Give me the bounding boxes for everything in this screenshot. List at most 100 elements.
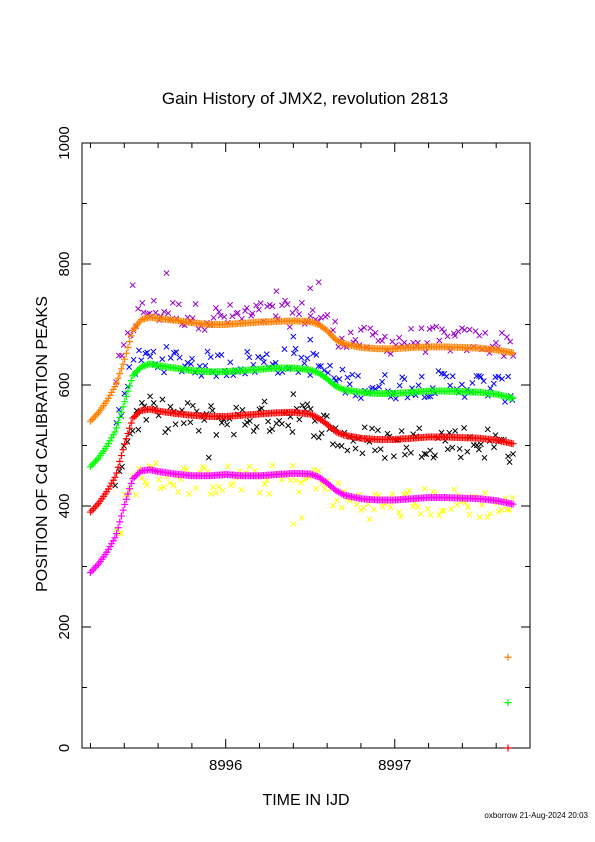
fit-point <box>116 413 124 421</box>
scatter-point <box>361 424 368 431</box>
scatter-point <box>178 476 185 483</box>
scatter-point <box>138 357 145 364</box>
fit-point <box>91 457 99 465</box>
scatter-point <box>456 445 463 452</box>
scatter-point <box>120 341 127 348</box>
scatter-point <box>498 329 505 336</box>
scatter-point <box>482 490 489 497</box>
fit-point <box>117 365 125 373</box>
scatter-point <box>315 468 322 474</box>
fit-point <box>509 440 517 448</box>
scatter-point <box>278 420 285 427</box>
fit-point <box>119 403 127 411</box>
fit-point <box>127 419 135 427</box>
scatter-point <box>147 393 154 400</box>
scatter-point <box>282 297 288 304</box>
scatter-point <box>352 336 359 343</box>
scatter-point <box>415 382 422 389</box>
scatter-point <box>258 405 265 412</box>
scatter-point <box>229 313 236 320</box>
scatter-point <box>239 406 246 413</box>
fit-point <box>134 410 142 418</box>
scatter-point <box>135 305 142 312</box>
scatter-point <box>389 491 396 497</box>
scatter-point <box>323 413 330 420</box>
scatter-point <box>332 318 339 325</box>
scatter-point <box>307 336 314 343</box>
scatter-point <box>431 452 438 459</box>
x-tick-label: 8996 <box>209 757 242 774</box>
scatter-point <box>318 430 325 437</box>
scatter-point <box>176 354 183 361</box>
fit-point <box>117 452 125 460</box>
scatter-point <box>269 426 276 433</box>
scatter-point <box>180 465 187 472</box>
fit-point <box>134 470 142 478</box>
scatter-point <box>390 453 397 460</box>
scatter-point <box>396 382 403 389</box>
scatter-point <box>208 403 214 409</box>
scatter-point <box>218 351 225 358</box>
fit-point <box>334 337 342 345</box>
scatter-point <box>163 270 170 277</box>
fit-point <box>127 377 135 385</box>
y-tick-label: 600 <box>56 372 73 397</box>
scatter-point <box>439 326 445 333</box>
reference-mark <box>504 744 512 752</box>
scatter-point <box>175 489 182 495</box>
fit-point <box>122 495 130 503</box>
fit-point <box>111 473 119 481</box>
scatter-point <box>346 381 353 388</box>
scatter-point <box>458 381 465 388</box>
scatter-point <box>509 494 516 501</box>
scatter-point <box>476 332 483 339</box>
scatter-point <box>301 360 308 367</box>
fit-point <box>86 508 94 516</box>
fit-point <box>338 430 346 438</box>
scatter-point <box>126 364 133 370</box>
scatter-point <box>381 455 388 461</box>
scatter-point <box>163 343 170 350</box>
scatter-point <box>406 487 413 494</box>
scatter-point <box>427 393 434 400</box>
scatter-point <box>324 311 331 318</box>
scatter-point <box>243 469 250 476</box>
scatter-point <box>253 423 260 430</box>
scatter-point <box>387 504 394 511</box>
fit-point <box>114 419 122 427</box>
scatter-point <box>313 352 320 358</box>
scatter-point <box>398 428 405 434</box>
fit-point <box>127 480 135 488</box>
fit-point <box>334 383 342 391</box>
scatter-point <box>290 333 297 340</box>
scatter-point <box>281 346 288 353</box>
scatter-point <box>153 460 160 467</box>
scatter-point <box>261 398 268 405</box>
scatter-point <box>461 327 468 333</box>
scatter-point <box>401 376 408 383</box>
scatter-layer <box>112 270 517 537</box>
scatter-point <box>506 507 513 513</box>
scatter-point <box>242 307 248 314</box>
fit-point <box>88 567 96 575</box>
scatter-point <box>507 338 514 345</box>
scatter-point <box>344 374 351 381</box>
scatter-point <box>184 314 191 321</box>
fit-point <box>137 363 145 371</box>
fit-point <box>509 394 517 402</box>
scatter-point <box>269 462 276 469</box>
scatter-point <box>160 483 167 490</box>
fit-point <box>116 518 124 526</box>
scatter-point <box>338 504 345 511</box>
scatter-point <box>205 454 212 461</box>
scatter-point <box>321 485 328 492</box>
scatter-point <box>353 501 360 508</box>
fit-point <box>308 411 316 419</box>
scatter-point <box>414 504 421 510</box>
scatter-point <box>492 339 499 346</box>
footer-credit: oxborrow 21-Aug-2024 20:03 <box>484 811 588 820</box>
scatter-point <box>417 510 424 517</box>
scatter-point <box>189 355 195 362</box>
scatter-point <box>397 513 404 520</box>
scatter-point <box>139 299 146 306</box>
